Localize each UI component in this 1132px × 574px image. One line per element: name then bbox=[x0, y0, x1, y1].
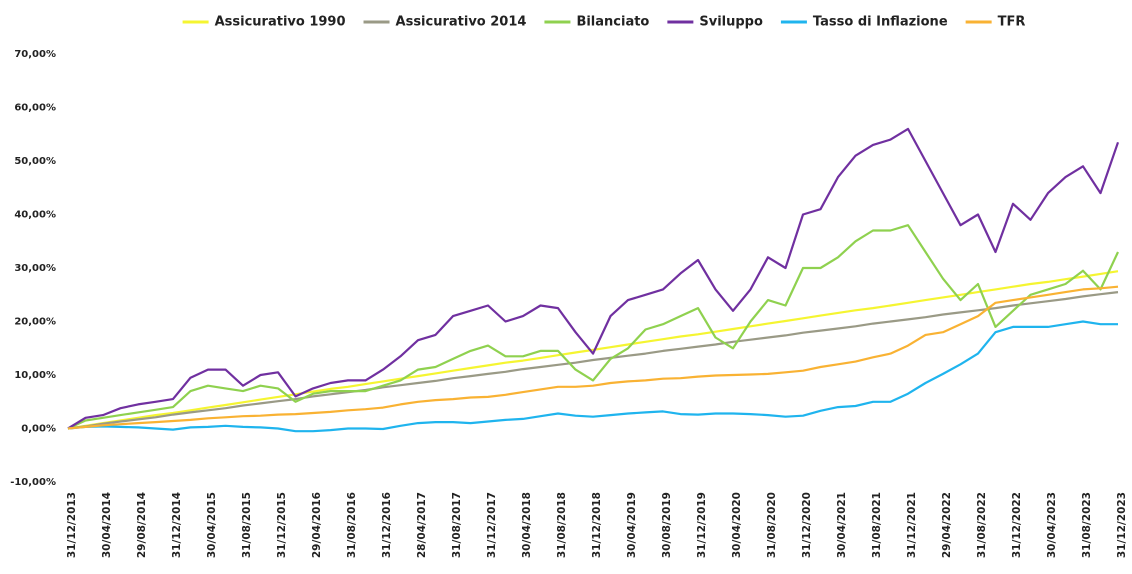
legend-label: Sviluppo bbox=[699, 15, 763, 30]
x-tick-label: 31/08/2018 bbox=[556, 492, 568, 558]
x-tick-label: 31/08/2020 bbox=[766, 492, 778, 558]
x-tick-label: 30/04/2019 bbox=[626, 492, 638, 558]
x-tick-label: 31/08/2015 bbox=[241, 492, 253, 558]
x-tick-label: 31/12/2015 bbox=[276, 492, 288, 558]
y-tick-label: -10,00% bbox=[10, 477, 56, 488]
x-tick-label: 30/04/2021 bbox=[836, 492, 848, 558]
legend-label: Assicurativo 2014 bbox=[396, 15, 527, 30]
series-line bbox=[67, 320, 1118, 433]
y-tick-label: 60,00% bbox=[14, 103, 56, 114]
y-tick-label: 40,00% bbox=[14, 210, 56, 221]
x-tick-label: 31/12/2014 bbox=[171, 492, 183, 558]
legend-label: Assicurativo 1990 bbox=[215, 15, 346, 30]
x-tick-label: 29/04/2016 bbox=[311, 492, 323, 558]
x-tick-label: 30/08/2019 bbox=[661, 492, 673, 558]
x-tick-label: 31/08/2023 bbox=[1081, 492, 1093, 558]
series-line bbox=[67, 127, 1120, 430]
x-tick-label: 31/08/2022 bbox=[976, 492, 988, 558]
legend-label: TFR bbox=[998, 15, 1026, 30]
x-tick-label: 31/12/2023 bbox=[1116, 492, 1128, 558]
x-tick-label: 30/04/2014 bbox=[101, 492, 113, 558]
y-tick-label: 20,00% bbox=[14, 317, 56, 328]
y-tick-label: 70,00% bbox=[14, 49, 56, 60]
x-tick-label: 31/12/2022 bbox=[1011, 492, 1023, 558]
y-tick-label: 10,00% bbox=[14, 370, 56, 381]
x-tick-label: 30/04/2018 bbox=[521, 492, 533, 558]
x-tick-label: 29/08/2014 bbox=[136, 492, 148, 558]
x-tick-label: 31/12/2019 bbox=[696, 492, 708, 558]
y-tick-label: 30,00% bbox=[14, 263, 56, 274]
x-tick-label: 30/04/2020 bbox=[731, 492, 743, 558]
series-line bbox=[67, 285, 1119, 430]
y-tick-label: 0,00% bbox=[21, 424, 56, 435]
series-line bbox=[67, 291, 1119, 430]
legend-label: Bilanciato bbox=[576, 15, 649, 30]
x-tick-label: 29/04/2022 bbox=[941, 492, 953, 558]
legend-label: Tasso di Inflazione bbox=[813, 15, 948, 30]
x-tick-label: 31/12/2020 bbox=[801, 492, 813, 558]
series-line bbox=[67, 224, 1119, 430]
x-tick-label: 31/12/2021 bbox=[906, 492, 918, 558]
x-tick-label: 31/08/2021 bbox=[871, 492, 883, 558]
x-tick-label: 28/04/2017 bbox=[416, 492, 428, 558]
x-tick-label: 31/12/2017 bbox=[486, 492, 498, 558]
x-tick-label: 31/08/2017 bbox=[451, 492, 463, 558]
x-tick-label: 31/12/2018 bbox=[591, 492, 603, 558]
y-tick-label: 50,00% bbox=[14, 156, 56, 167]
x-tick-label: 31/08/2016 bbox=[346, 492, 358, 558]
x-tick-label: 31/12/2016 bbox=[381, 492, 393, 558]
x-tick-label: 30/04/2015 bbox=[206, 492, 218, 558]
x-tick-label: 30/04/2023 bbox=[1046, 492, 1058, 558]
x-tick-label: 31/12/2013 bbox=[66, 492, 78, 558]
series-line bbox=[67, 270, 1119, 430]
